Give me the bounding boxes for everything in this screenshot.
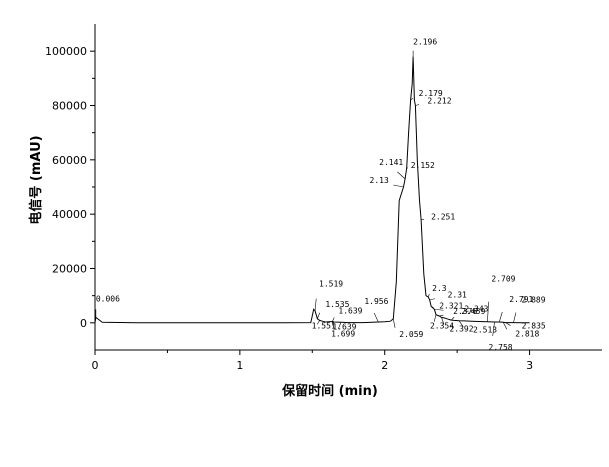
peak-label: 2.376: [453, 307, 477, 316]
y-tick-label: 80000: [52, 100, 87, 113]
y-axis-title: 电信号 (mAU): [28, 135, 44, 224]
peak-label: 2.513: [473, 326, 497, 335]
y-tick-label: 20000: [52, 263, 87, 276]
peak-label: 1.956: [364, 297, 388, 306]
peak-label: 2.196: [413, 38, 437, 47]
peak-leader: [427, 293, 430, 298]
peak-leader: [317, 312, 321, 319]
peak-leader: [410, 97, 414, 101]
peak-label: 2.392: [449, 324, 473, 333]
peak-leader: [450, 316, 455, 321]
peak-label: 2.141: [379, 158, 403, 167]
y-tick-label: 100000: [45, 45, 87, 58]
peak-leader: [337, 322, 342, 330]
peak-label: 2.31: [448, 291, 467, 300]
chart-series: [94, 56, 530, 324]
x-tick-label: 0: [92, 359, 99, 372]
chart-peak-labels: 0.0061.5191.5351.5511.6391.6391.6991.956…: [95, 38, 546, 352]
peak-label: 2.059: [399, 330, 423, 339]
peak-label: 1.639: [332, 322, 356, 331]
peak-leader: [397, 171, 406, 180]
peak-leader: [441, 317, 445, 325]
peak-label: 2.251: [431, 213, 455, 222]
series-line: [94, 56, 530, 324]
peak-label: 2.3: [432, 284, 447, 293]
x-tick-label: 1: [236, 359, 243, 372]
peak-label: 2.321: [439, 302, 463, 311]
peak-label: 1.639: [338, 306, 362, 315]
peak-label: 2.835: [522, 322, 546, 331]
peak-label: 1.519: [319, 280, 343, 289]
y-tick-label: 60000: [52, 154, 87, 167]
peak-label: 1.551: [312, 321, 336, 330]
peak-leader: [499, 311, 503, 323]
peak-leader: [502, 322, 508, 330]
peak-leader: [458, 320, 464, 327]
x-tick-label: 3: [526, 359, 533, 372]
peak-label: 2.889: [521, 296, 545, 305]
peak-label: 2.13: [370, 176, 389, 185]
peak-label: 2.354: [430, 322, 454, 331]
x-axis-title: 保留时间 (min): [281, 383, 378, 399]
peak-label: 2.791: [509, 295, 533, 304]
peak-label: 2.152: [411, 161, 435, 170]
y-tick-label: 40000: [52, 208, 87, 221]
peak-label: 2.179: [419, 89, 443, 98]
peak-leader: [317, 320, 320, 325]
chart-ticks: 0 1 2 3 0 20000 40000 60000 80000 100000: [45, 45, 533, 372]
peak-leader: [431, 306, 434, 308]
y-tick-label: 0: [80, 317, 87, 330]
peak-leader: [393, 184, 404, 188]
peak-label: 2.818: [515, 329, 539, 338]
x-tick-label: 2: [381, 359, 388, 372]
peak-label: 2.709: [491, 275, 515, 284]
peak-leader: [314, 298, 317, 311]
peak-label: 1.699: [331, 329, 355, 338]
peak-label: 0.006: [96, 294, 120, 303]
peak-label: 2.459: [461, 307, 485, 316]
peak-label: 2.212: [427, 97, 451, 106]
peak-leader: [373, 312, 379, 323]
peak-leader: [492, 321, 495, 337]
peak-leader: [487, 301, 489, 322]
peak-label: 2.758: [489, 343, 513, 352]
peak-leader: [513, 312, 517, 323]
peak-leader: [439, 314, 444, 317]
peak-leader: [505, 322, 511, 326]
peak-leader: [429, 298, 436, 301]
peak-leader: [392, 318, 396, 328]
peak-label: 2.343: [464, 304, 488, 313]
peak-leader: [433, 314, 437, 322]
peak-leader: [332, 317, 335, 322]
peak-leader: [415, 104, 420, 106]
peak-label: 1.535: [325, 300, 349, 309]
peak-leader: [434, 308, 444, 311]
